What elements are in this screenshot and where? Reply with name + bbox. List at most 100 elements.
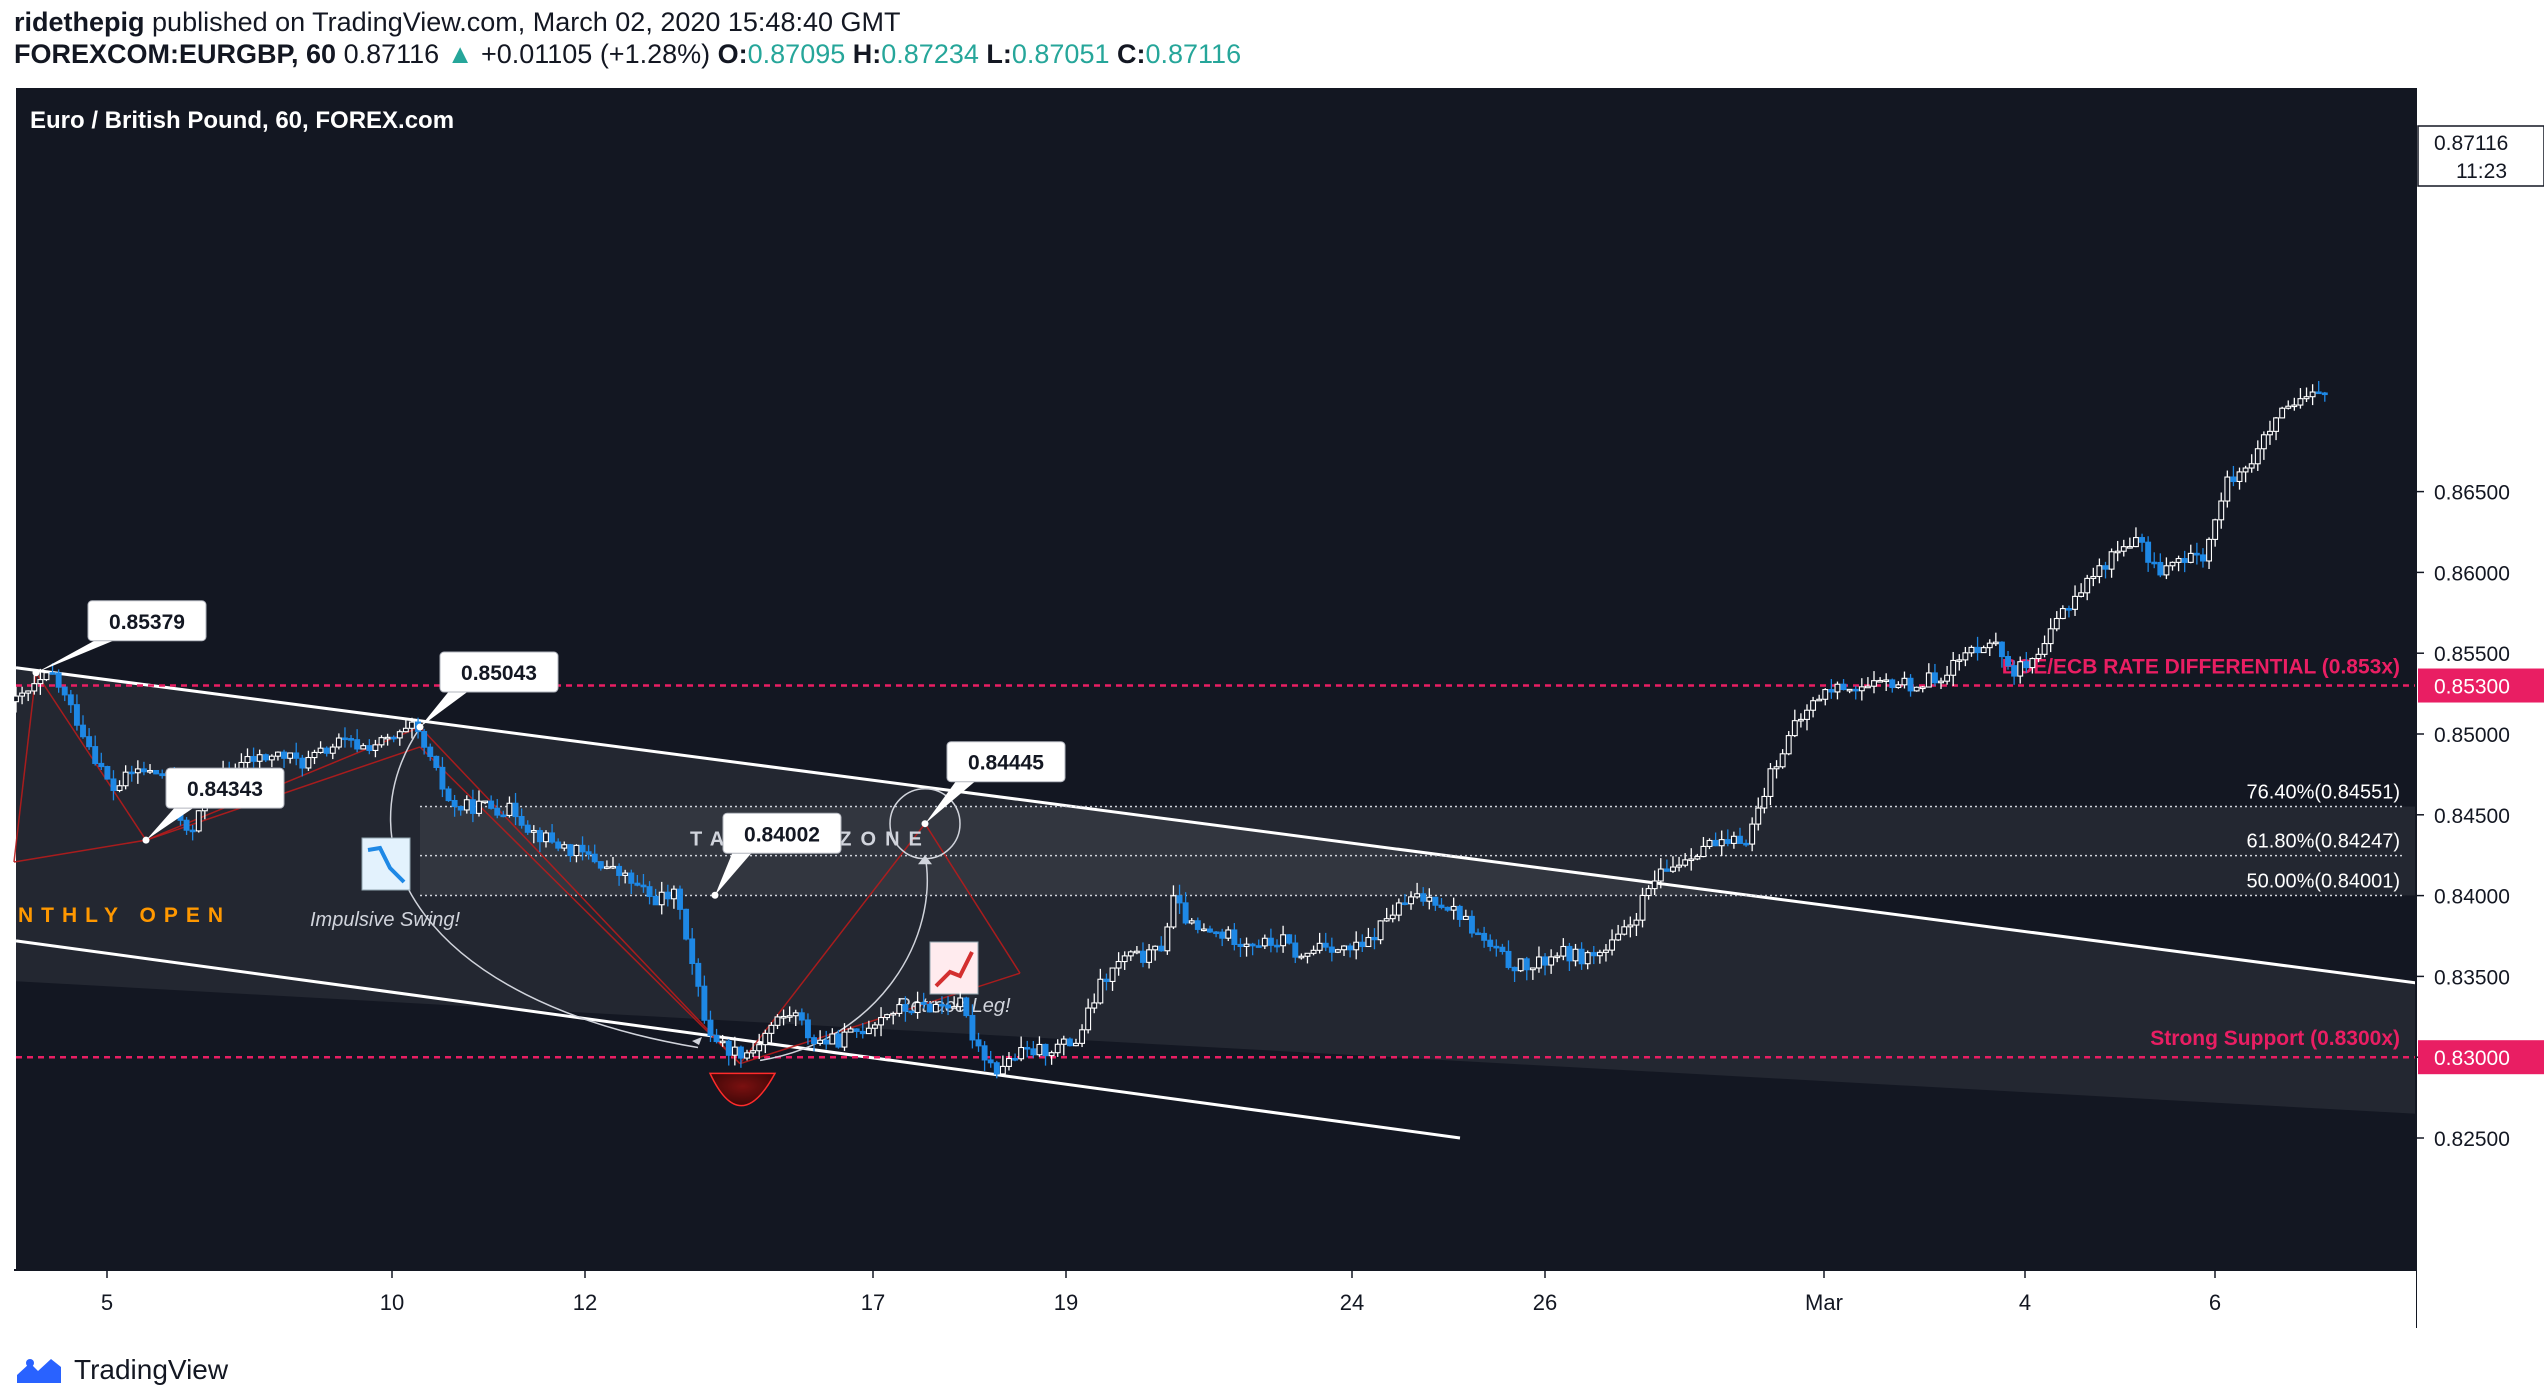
candle-body[interactable] (1127, 951, 1134, 957)
candle-body[interactable] (841, 1031, 848, 1048)
candle-body[interactable] (640, 884, 647, 888)
candle-body[interactable] (43, 672, 50, 681)
candle-body[interactable] (1079, 1029, 1086, 1044)
candle-body[interactable] (658, 891, 665, 906)
candle-body[interactable] (2102, 565, 2109, 570)
candle-body[interactable] (159, 773, 166, 777)
candle-body[interactable] (2072, 595, 2078, 610)
candle-body[interactable] (1584, 952, 1591, 965)
candle-body[interactable] (750, 1050, 757, 1054)
candle-body[interactable] (1249, 943, 1256, 947)
candle-body[interactable] (372, 744, 379, 752)
candle-body[interactable] (2254, 448, 2261, 465)
level-axis-badge[interactable] (2418, 1040, 2544, 1075)
candle-body[interactable] (536, 830, 543, 843)
bowl-shape[interactable] (708, 1072, 777, 1107)
candle-body[interactable] (409, 721, 415, 729)
candle-body[interactable] (1694, 855, 1701, 860)
candle-body[interactable] (865, 1027, 872, 1035)
target-circle[interactable] (889, 787, 961, 860)
channel-lower-line[interactable] (15, 939, 1461, 1140)
candle-body[interactable] (1925, 672, 1932, 688)
harmonic-line[interactable] (13, 672, 37, 863)
candle-body[interactable] (1334, 949, 1341, 953)
candle-body[interactable] (500, 814, 507, 818)
candle-body[interactable] (963, 997, 970, 1017)
candle-body[interactable] (920, 1001, 927, 1005)
candle-body[interactable] (2206, 538, 2213, 562)
candle-body[interactable] (1992, 641, 1999, 645)
candle-body[interactable] (189, 829, 196, 833)
candle-body[interactable] (1450, 905, 1457, 911)
candle-body[interactable] (1523, 958, 1530, 971)
candle-body[interactable] (1048, 1052, 1055, 1057)
candle-body[interactable] (1280, 934, 1287, 947)
candle-body[interactable] (1420, 893, 1427, 902)
candle-body[interactable] (1627, 924, 1634, 928)
candle-body[interactable] (670, 888, 677, 900)
candle-body[interactable] (878, 1016, 884, 1026)
candle-body[interactable] (86, 736, 93, 748)
candle-body[interactable] (1353, 941, 1360, 951)
candle-body[interactable] (2169, 561, 2176, 567)
candle-body[interactable] (2023, 661, 2030, 669)
candle-body[interactable] (1365, 936, 1372, 948)
candle-body[interactable] (1219, 931, 1226, 939)
candle-body[interactable] (524, 824, 531, 833)
candle-body[interactable] (1213, 931, 1220, 935)
candle-body[interactable] (122, 771, 129, 787)
candle-body[interactable] (2108, 551, 2115, 570)
candle-body[interactable] (1274, 944, 1280, 948)
candle-body[interactable] (701, 985, 708, 1021)
candle-body[interactable] (256, 754, 263, 762)
candle-body[interactable] (1791, 720, 1798, 737)
candle-body[interactable] (926, 1003, 933, 1013)
candle-body[interactable] (762, 1032, 769, 1046)
candle-body[interactable] (1060, 1038, 1067, 1045)
harmonic-line[interactable] (419, 726, 741, 1065)
candle-body[interactable] (2309, 391, 2316, 398)
candle-body[interactable] (305, 756, 312, 769)
candle-body[interactable] (2303, 396, 2310, 400)
candle-body[interactable] (2090, 575, 2097, 579)
candle-body[interactable] (859, 1030, 866, 1035)
candle-body[interactable] (1785, 735, 1792, 755)
candle-body[interactable] (1572, 948, 1579, 962)
candle-body[interactable] (67, 694, 74, 706)
candle-body[interactable] (798, 1012, 805, 1021)
candle-body[interactable] (1980, 647, 1987, 654)
candle-body[interactable] (1444, 906, 1451, 911)
candle-body[interactable] (2133, 537, 2139, 548)
candle-body[interactable] (652, 895, 659, 906)
candle-body[interactable] (19, 692, 26, 697)
candle-body[interactable] (1956, 659, 1963, 662)
candle-body[interactable] (1018, 1046, 1025, 1060)
candle-body[interactable] (1347, 945, 1354, 951)
candle-body[interactable] (1054, 1043, 1061, 1054)
candle-body[interactable] (835, 1033, 842, 1048)
candle-body[interactable] (1341, 945, 1347, 951)
candle-body[interactable] (433, 755, 440, 768)
candle-body[interactable] (579, 844, 586, 853)
candle-body[interactable] (823, 1039, 830, 1045)
candle-body[interactable] (2047, 628, 2054, 645)
candle-body[interactable] (768, 1024, 775, 1034)
candle-body[interactable] (1030, 1048, 1037, 1056)
price-chart[interactable]: 76.40%(0.84551) 61.80%(0.84247) 50.00%(0.8… (0, 0, 2544, 1340)
candle-body[interactable] (1103, 978, 1110, 982)
candle-body[interactable] (244, 756, 251, 764)
candle-body[interactable] (2230, 476, 2237, 483)
candle-body[interactable] (1304, 952, 1311, 957)
candle-body[interactable] (1182, 902, 1189, 924)
candle-body[interactable] (817, 1039, 824, 1044)
candle-body[interactable] (1371, 936, 1378, 941)
candle-body[interactable] (1779, 753, 1786, 768)
candle-body[interactable] (603, 866, 610, 869)
candle-body[interactable] (1663, 868, 1670, 872)
candle-body[interactable] (342, 737, 348, 741)
candle-body[interactable] (1761, 795, 1768, 809)
candle-body[interactable] (378, 737, 385, 746)
candle-body[interactable] (2120, 546, 2127, 552)
candle-body[interactable] (1542, 956, 1548, 966)
candle-body[interactable] (713, 1034, 720, 1043)
